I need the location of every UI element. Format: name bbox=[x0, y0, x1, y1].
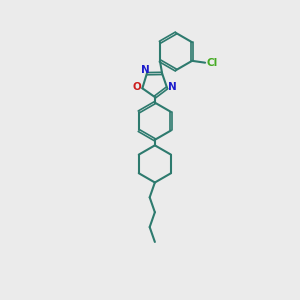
Text: O: O bbox=[133, 82, 142, 92]
Text: Cl: Cl bbox=[207, 58, 218, 68]
Text: N: N bbox=[168, 82, 177, 92]
Text: N: N bbox=[141, 64, 149, 75]
